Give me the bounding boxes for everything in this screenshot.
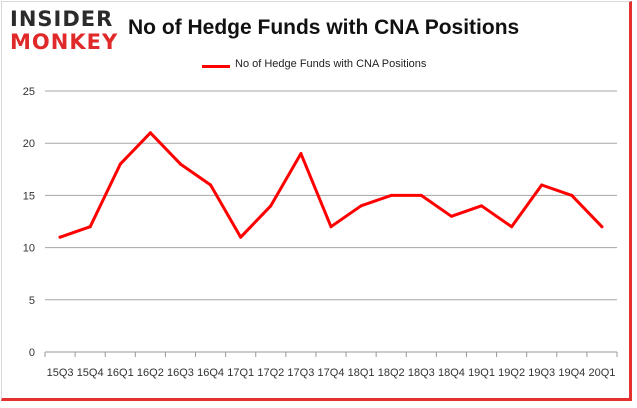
- logo-text-bottom: MONKEY: [10, 30, 119, 54]
- data-point: [419, 193, 423, 197]
- data-point: [389, 193, 393, 197]
- data-point: [329, 225, 333, 229]
- x-tick-label: 15Q3: [47, 367, 74, 379]
- x-tick-label: 19Q1: [468, 367, 495, 379]
- data-point: [269, 204, 273, 208]
- x-tick-label: 19Q3: [528, 367, 555, 379]
- data-point: [178, 162, 182, 166]
- data-point: [600, 225, 604, 229]
- x-tick-label: 17Q4: [318, 367, 345, 379]
- y-tick-label: 10: [23, 243, 35, 255]
- x-tick-label: 16Q2: [137, 367, 164, 379]
- legend-swatch: [202, 65, 230, 68]
- data-point: [239, 235, 243, 239]
- x-tick-label: 16Q4: [197, 367, 224, 379]
- chart-title: No of Hedge Funds with CNA Positions: [128, 16, 520, 39]
- x-tick-label: 18Q2: [378, 367, 405, 379]
- y-tick-label: 5: [29, 295, 35, 307]
- x-tick-label: 18Q4: [438, 367, 465, 379]
- data-point: [148, 131, 152, 135]
- data-point: [118, 162, 122, 166]
- x-tick-label: 17Q3: [287, 367, 314, 379]
- y-tick-label: 20: [23, 138, 35, 150]
- y-tick-label: 0: [29, 347, 35, 359]
- series-line-0: [58, 131, 604, 239]
- data-point: [209, 183, 213, 187]
- data-point: [510, 225, 514, 229]
- data-point: [88, 225, 92, 229]
- x-tick-label: 15Q4: [77, 367, 104, 379]
- logo-text-top: INSIDER: [10, 7, 114, 31]
- data-point: [299, 152, 303, 156]
- data-point: [570, 193, 574, 197]
- insider-monkey-logo: INSIDER MONKEY: [10, 8, 122, 54]
- x-tick-label: 20Q1: [588, 367, 615, 379]
- data-point: [449, 214, 453, 218]
- x-tick-label: 17Q2: [257, 367, 284, 379]
- x-tick-label: 16Q3: [167, 367, 194, 379]
- legend-label: No of Hedge Funds with CNA Positions: [235, 58, 427, 70]
- data-point: [359, 204, 363, 208]
- data-point: [480, 204, 484, 208]
- x-tick-label: 19Q2: [498, 367, 525, 379]
- x-tick-label: 17Q1: [227, 367, 254, 379]
- x-tick-label: 18Q1: [348, 367, 375, 379]
- x-tick-label: 18Q3: [408, 367, 435, 379]
- x-tick-label: 19Q4: [558, 367, 585, 379]
- data-point: [58, 235, 62, 239]
- chart-frame: INSIDER MONKEY No of Hedge Funds with CN…: [1, 1, 632, 401]
- y-tick-label: 15: [23, 190, 35, 202]
- y-tick-label: 25: [23, 86, 35, 98]
- data-point: [540, 183, 544, 187]
- x-tick-label: 16Q1: [107, 367, 134, 379]
